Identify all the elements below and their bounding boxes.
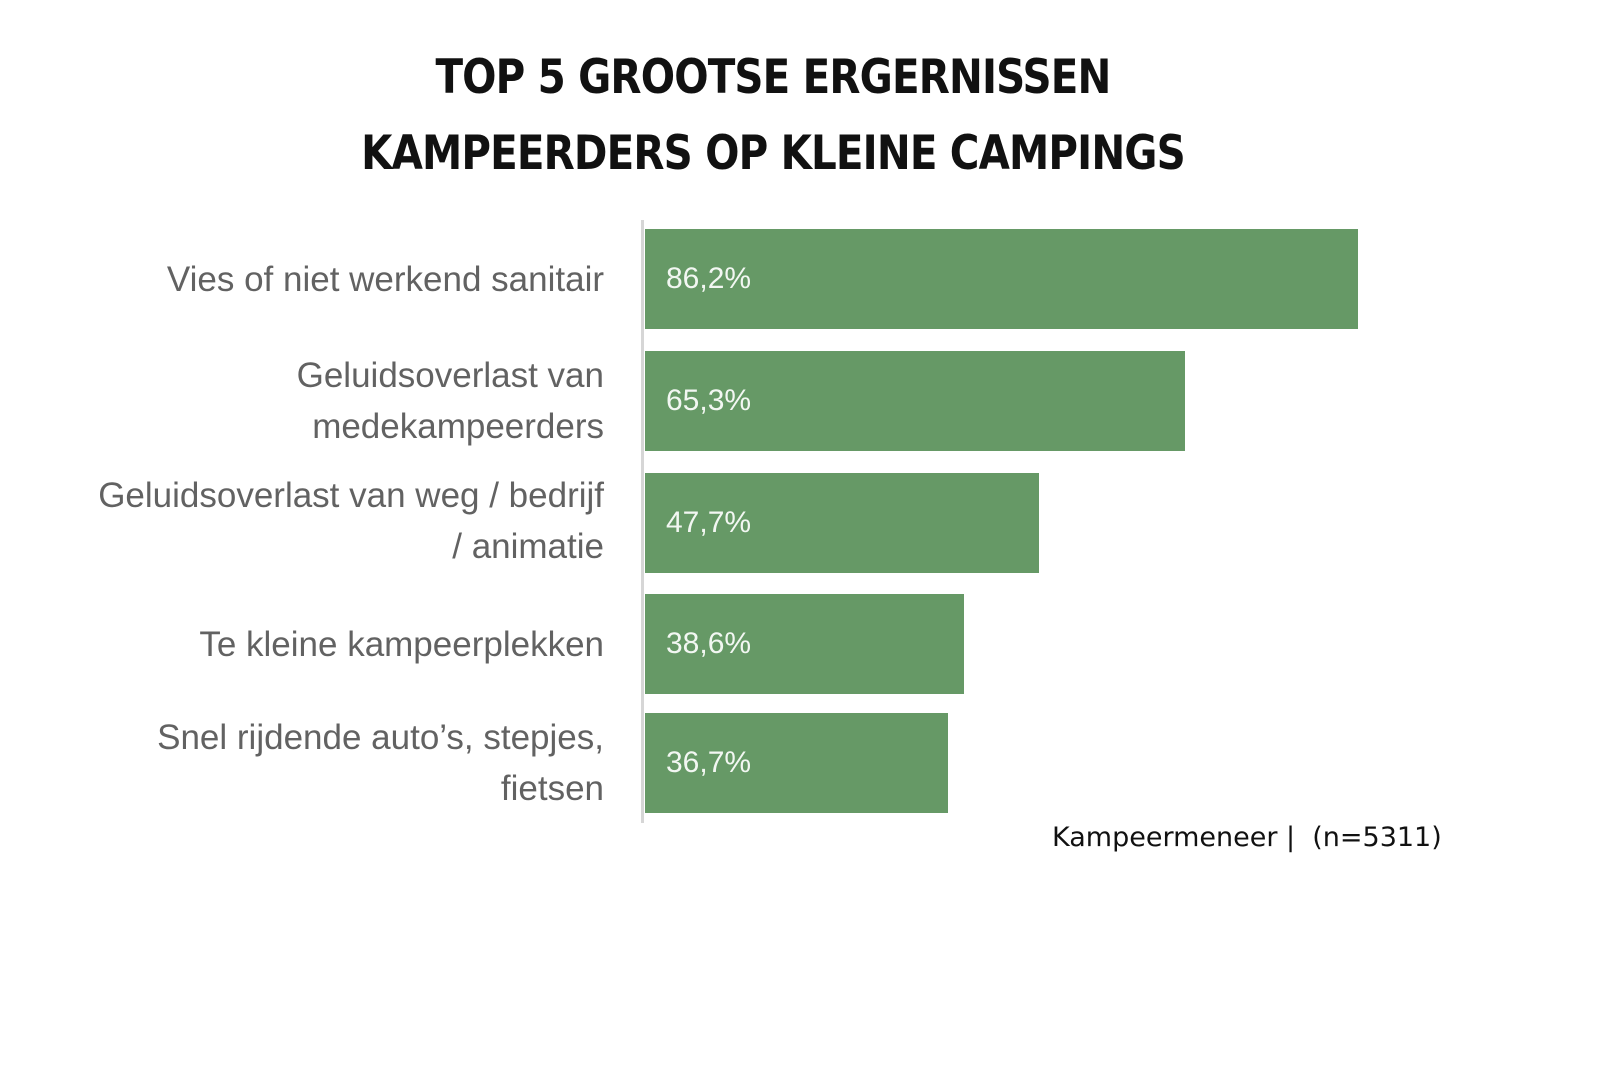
category-label-line: Vies of niet werkend sanitair [166,259,604,299]
category-label-line: Snel rijdende auto’s, stepjes, [157,718,604,757]
bar-value-label: 65,3% [666,384,752,417]
bar: 38,6% [645,594,964,694]
bar: 36,7% [645,713,948,813]
chart-title-line-2: KAMPEERDERS OP KLEINE CAMPINGS [361,126,1186,181]
category-label: Vies of niet werkend sanitair [24,229,604,329]
chart-title: TOP 5 GROOTSE ERGERNISSEN KAMPEERDERS OP… [108,40,1438,192]
bar: 47,7% [645,473,1039,573]
bar: 65,3% [645,351,1185,451]
category-label-line: fietsen [500,769,604,808]
bar-value-label: 47,7% [666,506,752,539]
category-label: Te kleine kampeerplekken [24,594,604,694]
category-label: Snel rijdende auto’s, stepjes, fietsen [24,713,604,813]
category-label: Geluidsoverlast van weg / bedrijf / anim… [24,471,604,571]
category-label-line: / animatie [452,527,604,566]
chart-title-line-1: TOP 5 GROOTSE ERGERNISSEN [435,50,1111,105]
bar: 86,2% [645,229,1358,329]
category-label: Geluidsoverlast van medekampeerders [24,351,604,451]
category-label-line: medekampeerders [312,407,604,446]
category-label-line: Te kleine kampeerplekken [199,624,604,664]
source-note: Kampeermeneer | (n=5311) [1052,822,1442,853]
category-label-line: Geluidsoverlast van weg / bedrijf [98,476,604,515]
category-axis-line [641,220,644,823]
category-label-line: Geluidsoverlast van [296,356,604,395]
bar-value-label: 86,2% [666,262,752,295]
bar-value-label: 38,6% [666,627,752,660]
bar-value-label: 36,7% [666,746,752,779]
